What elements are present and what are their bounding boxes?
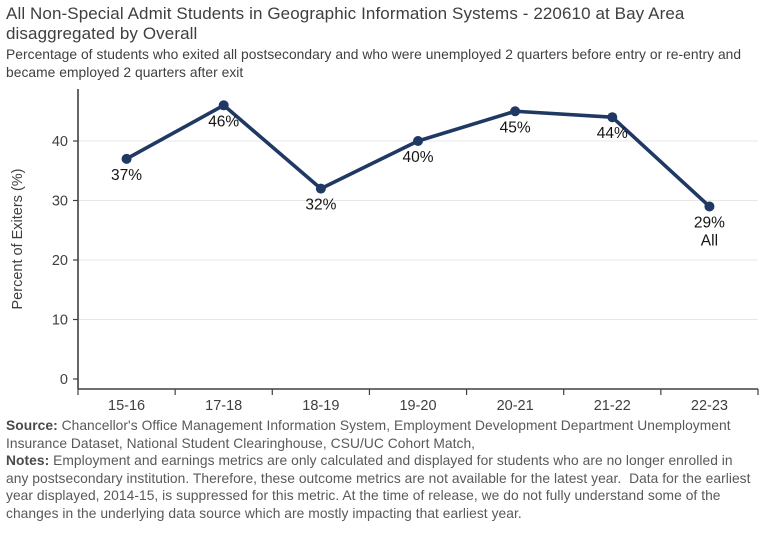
- line-chart-canvas: 0 10 20 30 40 15-16 17-18 18-19 19-20 20-21 21-22 2…: [10, 89, 759, 414]
- y-tick-label: 30: [52, 194, 68, 210]
- data-point-marker: [315, 184, 326, 195]
- chart-title: All Non-Special Admit Students in Geogra…: [6, 4, 685, 44]
- data-point-marker: [121, 154, 132, 165]
- data-point-label: 32%: [305, 197, 336, 214]
- x-tick-label: 19-20: [399, 398, 436, 414]
- y-tick-label: 0: [60, 372, 68, 388]
- line-chart: 0 10 20 30 40 15-16 17-18 18-19 19-20 20-21 21-22 2…: [0, 83, 763, 415]
- chart-subtitle: Percentage of students who exited all po…: [6, 47, 742, 80]
- data-point-label: 37%: [111, 167, 142, 184]
- x-tick-label: 20-21: [497, 398, 534, 414]
- source-text: Chancellor's Office Management Informati…: [6, 418, 735, 451]
- data-point-marker: [607, 112, 618, 123]
- x-tick-label: 15-16: [108, 398, 145, 414]
- data-point-marker: [510, 106, 521, 117]
- data-point-marker: [704, 201, 715, 212]
- notes-text: Employment and earnings metrics are only…: [6, 453, 755, 521]
- source-note: Source: Chancellor's Office Management I…: [6, 417, 757, 452]
- x-tick-label: 17-18: [205, 398, 242, 414]
- source-label: Source:: [6, 418, 58, 434]
- x-tick-label: 18-19: [302, 398, 339, 414]
- y-axis-title: Percent of Exiters (%): [10, 169, 26, 310]
- y-tick-label: 40: [52, 134, 68, 150]
- footnotes: Source: Chancellor's Office Management I…: [6, 417, 757, 522]
- notes-note: Notes: Employment and earnings metrics a…: [6, 452, 757, 522]
- y-tick-label: 10: [52, 313, 68, 329]
- data-point-label: 29%: [694, 215, 725, 232]
- x-tick-label: 21-22: [594, 398, 631, 414]
- x-tick-label: 22-23: [691, 398, 728, 414]
- data-point-marker: [218, 100, 229, 111]
- data-point-label: 46%: [208, 114, 239, 131]
- y-tick-label: 20: [52, 253, 68, 269]
- notes-label: Notes:: [6, 453, 50, 469]
- data-point-marker: [413, 136, 423, 147]
- series-annotation-all: All: [701, 233, 718, 250]
- data-point-label: 44%: [597, 126, 628, 143]
- data-point-label: 40%: [402, 149, 433, 166]
- data-point-label: 45%: [500, 120, 531, 137]
